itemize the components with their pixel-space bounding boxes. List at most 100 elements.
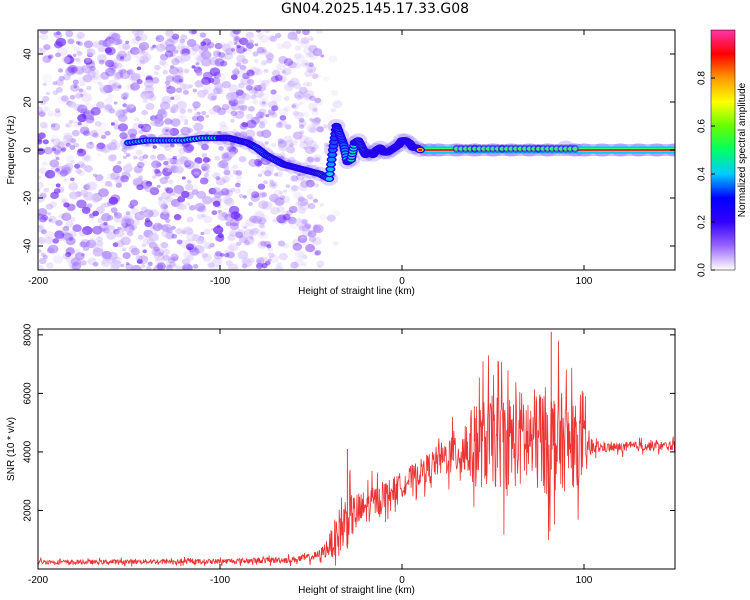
noise-speckle [276,43,284,50]
noise-speckle [90,107,101,116]
noise-speckle [154,168,161,174]
noise-speckle [171,261,176,265]
noise-speckle [95,174,104,182]
noise-speckle [244,236,255,245]
noise-speckle [238,155,247,163]
noise-speckle [83,40,94,49]
noise-speckle [92,247,104,257]
noise-speckle [201,110,207,116]
noise-speckle [232,115,237,119]
noise-speckle [194,202,206,212]
noise-speckle [298,225,305,232]
noise-speckle [165,187,174,194]
noise-speckle [306,156,315,163]
noise-speckle [261,201,273,211]
noise-speckle [210,265,221,270]
noise-speckle [186,39,197,48]
noise-speckle [151,77,160,84]
trace-mark [325,176,333,181]
noise-speckle [241,58,249,65]
noise-speckle [128,109,134,114]
noise-speckle [83,155,90,161]
noise-speckle [162,254,170,261]
noise-speckle [119,132,128,140]
noise-speckle [314,117,322,123]
noise-speckle [137,234,144,240]
noise-speckle [171,74,182,83]
noise-speckle [52,254,64,264]
noise-speckle [229,30,239,38]
noise-speckle [299,135,309,144]
noise-speckle [65,142,71,147]
noise-speckle [225,260,233,267]
noise-speckle [38,207,48,217]
noise-speckle [274,265,284,270]
noise-speckle [219,60,228,67]
noise-speckle [127,50,133,55]
noise-speckle [284,139,294,147]
noise-speckle [176,239,183,245]
noise-speckle [43,106,50,112]
noise-speckle [286,145,296,154]
noise-speckle [151,114,161,123]
noise-speckle [143,183,154,193]
noise-speckle [105,231,117,240]
noise-speckle [92,72,100,80]
noise-speckle [229,187,236,193]
noise-speckle [308,62,314,67]
noise-speckle [254,68,263,76]
noise-speckle [287,81,292,85]
noise-speckle [276,171,284,178]
noise-speckle [73,85,78,89]
noise-speckle [330,107,337,113]
noise-speckle [245,31,255,39]
noise-speckle [183,262,189,267]
noise-speckle [79,126,90,135]
noise-speckle [164,128,169,133]
noise-speckle [117,160,122,165]
noise-speckle [109,141,121,151]
noise-speckle [65,252,72,258]
noise-speckle [67,38,75,45]
noise-speckle [275,262,285,270]
noise-speckle [235,96,246,105]
noise-speckle [94,121,102,127]
noise-speckle [45,91,50,96]
noise-speckle [38,167,48,175]
noise-speckle [76,161,85,168]
noise-speckle [76,199,87,209]
noise-speckle [208,187,217,195]
noise-speckle [136,66,142,71]
noise-speckle [172,155,177,160]
noise-speckle [89,130,98,138]
noise-speckle [201,143,209,151]
noise-speckle [52,134,59,140]
noise-speckle [254,84,262,92]
noise-speckle [87,203,93,208]
noise-speckle [172,94,181,101]
noise-speckle [98,59,105,65]
noise-speckle [38,138,43,145]
noise-speckle [75,40,81,45]
noise-speckle [126,69,133,75]
noise-speckle [313,183,320,188]
noise-speckle [38,239,46,246]
noise-speckle [191,185,199,192]
noise-speckle [261,129,272,139]
noise-speckle [226,245,235,253]
noise-speckle [86,85,92,91]
noise-speckle [269,181,274,186]
noise-speckle [283,96,290,102]
noise-speckle [185,243,194,251]
noise-speckle [61,198,67,204]
noise-speckle [227,40,234,47]
noise-speckle [218,52,226,58]
noise-speckle [165,195,173,202]
noise-speckle [125,128,130,132]
noise-speckle [104,103,113,111]
noise-speckle [93,173,97,177]
noise-speckle [62,56,71,64]
noise-speckle [70,138,77,144]
noise-speckle [176,78,184,85]
noise-speckle [95,101,105,109]
